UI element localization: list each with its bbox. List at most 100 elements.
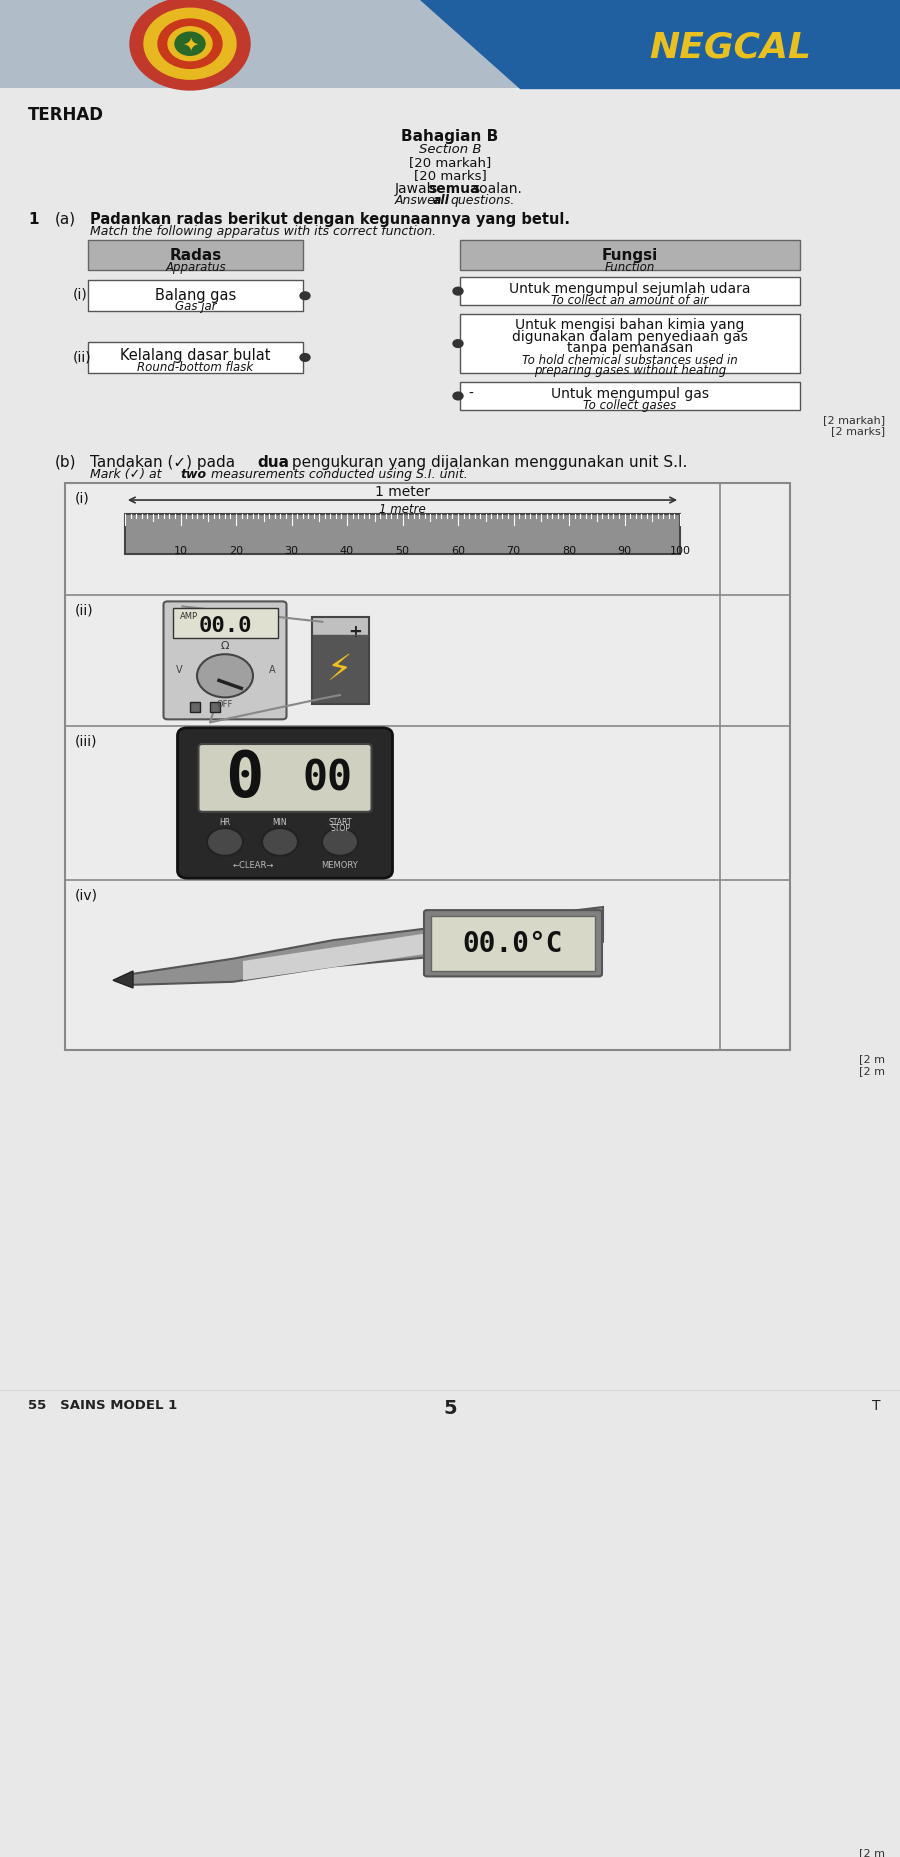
Text: A: A [268, 665, 275, 674]
FancyBboxPatch shape [190, 704, 200, 713]
FancyBboxPatch shape [0, 0, 900, 89]
Text: NEGCAL: NEGCAL [649, 32, 811, 65]
Text: [2 marks]: [2 marks] [831, 425, 885, 436]
Text: TERHAD: TERHAD [28, 106, 104, 124]
FancyBboxPatch shape [65, 485, 790, 1049]
FancyBboxPatch shape [199, 745, 372, 812]
Text: AMP: AMP [179, 613, 198, 620]
Text: (b): (b) [55, 455, 76, 470]
Text: 70: 70 [507, 546, 520, 555]
Text: 60: 60 [451, 546, 465, 555]
Text: 90: 90 [617, 546, 632, 555]
Text: 40: 40 [340, 546, 354, 555]
Text: OFF: OFF [217, 700, 233, 709]
FancyBboxPatch shape [460, 316, 800, 373]
Circle shape [453, 340, 463, 349]
Polygon shape [243, 914, 603, 980]
Text: 20: 20 [229, 546, 243, 555]
Polygon shape [113, 971, 133, 988]
Text: To collect gases: To collect gases [583, 397, 677, 410]
Text: 10: 10 [174, 546, 187, 555]
Text: Kelalang dasar bulat: Kelalang dasar bulat [121, 349, 271, 364]
Text: 00: 00 [302, 758, 353, 800]
Text: To collect an amount of air: To collect an amount of air [552, 293, 708, 306]
Polygon shape [420, 0, 900, 89]
Text: questions.: questions. [450, 195, 515, 208]
Text: [20 marks]: [20 marks] [414, 169, 486, 182]
Text: semua: semua [428, 182, 480, 195]
Text: MEMORY: MEMORY [321, 862, 358, 869]
Text: Jawab: Jawab [395, 182, 436, 195]
FancyBboxPatch shape [460, 241, 800, 271]
Circle shape [300, 293, 310, 301]
Text: T: T [871, 1398, 880, 1413]
Text: tanpa pemanasan: tanpa pemanasan [567, 342, 693, 355]
Text: Section B: Section B [418, 143, 482, 156]
Text: Apparatus: Apparatus [166, 260, 226, 273]
Polygon shape [131, 908, 603, 986]
Text: 1: 1 [28, 212, 39, 227]
Text: preparing gases without heating: preparing gases without heating [534, 364, 726, 377]
Text: Balang gas: Balang gas [155, 288, 236, 303]
Text: +: + [348, 622, 363, 641]
Text: 55   SAINS MODEL 1: 55 SAINS MODEL 1 [28, 1398, 177, 1411]
Text: all: all [433, 195, 450, 208]
Circle shape [144, 9, 236, 80]
Text: (ii): (ii) [75, 604, 94, 617]
Text: soalan.: soalan. [472, 182, 522, 195]
Text: 5: 5 [443, 1398, 457, 1417]
FancyBboxPatch shape [164, 602, 286, 721]
Text: 80: 80 [562, 546, 576, 555]
Text: ←CLEAR→: ←CLEAR→ [232, 862, 274, 869]
Circle shape [168, 28, 212, 61]
Circle shape [322, 828, 358, 856]
Circle shape [453, 288, 463, 295]
Text: Match the following apparatus with its correct function.: Match the following apparatus with its c… [90, 225, 436, 238]
Text: 00.0°C: 00.0°C [463, 930, 563, 958]
Text: -: - [468, 386, 472, 401]
Text: Padankan radas berikut dengan kegunaannya yang betul.: Padankan radas berikut dengan kegunaanny… [90, 212, 570, 227]
Text: Untuk mengumpul gas: Untuk mengumpul gas [551, 386, 709, 401]
Circle shape [130, 0, 250, 91]
FancyBboxPatch shape [88, 280, 303, 312]
Text: digunakan dalam penyediaan gas: digunakan dalam penyediaan gas [512, 331, 748, 344]
Text: two: two [180, 468, 206, 481]
Text: 1 metre: 1 metre [379, 503, 426, 516]
Circle shape [207, 828, 243, 856]
Text: 00.0: 00.0 [198, 615, 252, 635]
Text: Radas: Radas [169, 249, 221, 264]
FancyBboxPatch shape [88, 241, 303, 271]
Circle shape [300, 355, 310, 362]
Text: (i): (i) [75, 492, 90, 505]
Circle shape [262, 828, 298, 856]
Text: To hold chemical substances used in: To hold chemical substances used in [522, 353, 738, 366]
Text: START: START [328, 819, 352, 826]
Text: (iv): (iv) [75, 888, 98, 903]
Text: 0: 0 [225, 748, 264, 810]
Text: Untuk mengumpul sejumlah udara: Untuk mengumpul sejumlah udara [509, 282, 751, 295]
FancyBboxPatch shape [431, 916, 595, 971]
FancyBboxPatch shape [424, 910, 602, 977]
Text: [2 m: [2 m [859, 1066, 885, 1075]
Text: Ω: Ω [220, 641, 230, 650]
Text: Mark (✓) at: Mark (✓) at [90, 468, 166, 481]
FancyBboxPatch shape [311, 618, 368, 704]
Circle shape [158, 20, 222, 69]
Text: Function: Function [605, 260, 655, 273]
Text: 50: 50 [395, 546, 410, 555]
Text: STOP: STOP [330, 823, 350, 832]
Text: (iii): (iii) [75, 734, 97, 748]
Text: (a): (a) [55, 212, 76, 227]
Text: V: V [176, 665, 182, 674]
FancyBboxPatch shape [460, 383, 800, 410]
FancyBboxPatch shape [177, 728, 392, 878]
Text: 1 meter: 1 meter [375, 485, 430, 500]
Text: Round-bottom flask: Round-bottom flask [138, 360, 254, 373]
Text: Tandakan (✓) pada: Tandakan (✓) pada [90, 455, 240, 470]
Text: (i): (i) [73, 288, 88, 301]
Text: dua: dua [257, 455, 289, 470]
Text: Fungsi: Fungsi [602, 249, 658, 264]
FancyBboxPatch shape [88, 344, 303, 373]
Text: ⚡: ⚡ [328, 652, 353, 687]
Text: 100: 100 [670, 546, 690, 555]
